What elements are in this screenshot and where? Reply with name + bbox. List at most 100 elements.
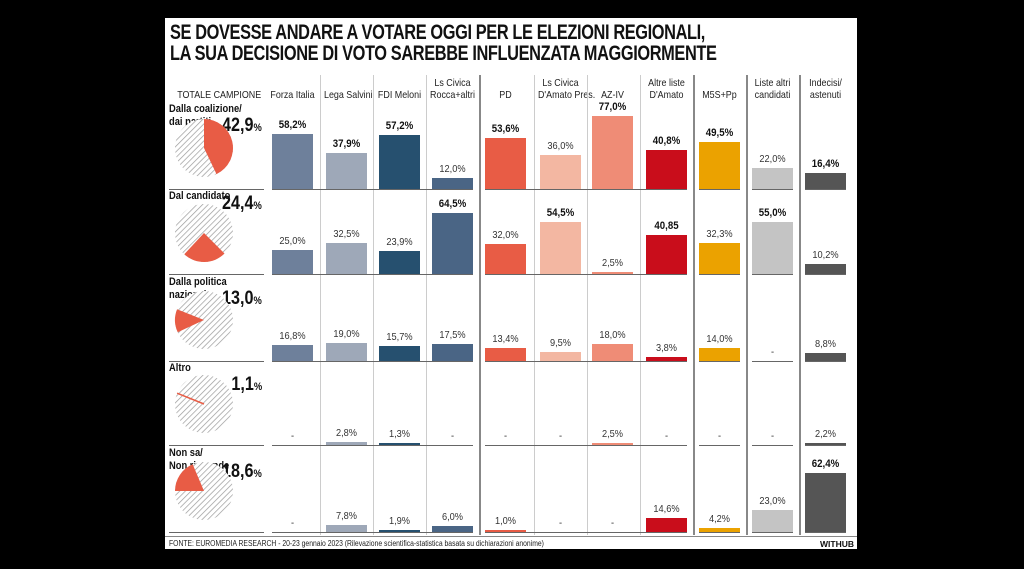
bar-label-3-4: - xyxy=(503,430,508,442)
bar-label-3-2: 1,3% xyxy=(388,428,411,440)
chart-title-line-1: SE DOVESSE ANDARE A VOTARE OGGI PER LE E… xyxy=(170,21,705,44)
bar-0-8 xyxy=(699,141,740,189)
bar-label-1-0: 25,0% xyxy=(279,235,306,248)
bar-label-2-1: 19,0% xyxy=(333,327,360,340)
bar-2-2 xyxy=(379,346,420,361)
bar-4-8 xyxy=(699,528,740,532)
row-divider xyxy=(169,445,264,446)
column-header-10: Indecisi/astenuti xyxy=(809,77,842,101)
bar-0-6 xyxy=(592,115,633,189)
bar-0-10 xyxy=(805,173,846,189)
column-header-0: Forza Italia xyxy=(270,89,315,101)
bar-4-4 xyxy=(485,530,526,532)
bar-4-1 xyxy=(326,524,367,532)
bar-label-2-2: 15,7% xyxy=(386,331,413,344)
bar-1-1 xyxy=(326,243,367,274)
bar-3-6 xyxy=(592,442,633,445)
row-total-2: 13,0% xyxy=(222,288,262,309)
group-separator xyxy=(746,75,748,535)
row-total-1: 24,4% xyxy=(222,193,262,214)
bar-2-5 xyxy=(540,351,581,361)
bar-label-4-6: - xyxy=(610,517,615,529)
column-header-4: PD xyxy=(499,89,512,101)
bar-label-1-3: 64,5% xyxy=(438,197,467,210)
column-header-5: Ls Civica D'Amato Pres. xyxy=(537,77,596,101)
baseline xyxy=(805,189,846,190)
pie-slice xyxy=(176,392,205,405)
bar-0-2 xyxy=(379,134,420,189)
column-header-2: FDI Meloni xyxy=(377,89,422,101)
baseline xyxy=(272,274,473,275)
footer-divider xyxy=(165,536,857,537)
baseline xyxy=(805,361,846,362)
pie-slice xyxy=(184,233,225,263)
bar-label-2-7: 3,8% xyxy=(655,342,678,355)
pie-chart-3 xyxy=(175,375,233,433)
bar-1-10 xyxy=(805,264,846,274)
bar-0-4 xyxy=(485,138,526,189)
baseline xyxy=(272,361,473,362)
column-header-1: Lega Salvini xyxy=(323,89,373,101)
bar-label-4-10: 62,4% xyxy=(811,457,840,470)
baseline xyxy=(485,532,687,533)
bar-label-0-4: 53,6% xyxy=(491,123,520,136)
bar-label-4-7: 14,6% xyxy=(653,503,680,516)
baseline xyxy=(699,445,740,446)
bar-label-2-3: 17,5% xyxy=(439,329,466,342)
bar-label-0-7: 40,8% xyxy=(652,135,681,148)
bar-label-3-8: - xyxy=(717,430,722,442)
bar-1-7 xyxy=(646,235,687,274)
baseline xyxy=(699,274,740,275)
group-separator xyxy=(693,75,695,535)
baseline xyxy=(485,189,687,190)
bar-1-2 xyxy=(379,251,420,274)
bar-4-10 xyxy=(805,472,846,532)
baseline xyxy=(485,445,687,446)
bar-label-3-3: - xyxy=(450,430,455,442)
bar-0-0 xyxy=(272,133,313,189)
bar-2-6 xyxy=(592,343,633,361)
column-header-3: Ls Civica Rocca+altri xyxy=(430,77,475,101)
bar-label-1-8: 32,3% xyxy=(706,228,733,241)
bar-2-0 xyxy=(272,345,313,361)
bar-1-6 xyxy=(592,271,633,274)
pie-slice xyxy=(175,464,204,491)
bar-label-3-6: 2,5% xyxy=(601,427,624,440)
bar-label-1-2: 23,9% xyxy=(386,236,413,249)
bar-2-1 xyxy=(326,342,367,361)
bar-label-0-5: 36,0% xyxy=(547,139,574,152)
bar-label-0-6: 77,0% xyxy=(598,100,627,113)
row-divider xyxy=(169,361,264,362)
column-header-8: M5S+Pp xyxy=(702,89,737,101)
row-divider xyxy=(169,189,264,190)
bar-label-0-0: 58,2% xyxy=(278,118,307,131)
baseline xyxy=(805,445,846,446)
bar-label-2-9: - xyxy=(770,346,775,358)
bar-label-4-9: 23,0% xyxy=(759,495,786,508)
group-separator xyxy=(799,75,801,535)
bar-label-2-0: 16,8% xyxy=(279,330,306,343)
bar-label-3-10: 2,2% xyxy=(814,427,837,440)
bar-3-2 xyxy=(379,443,420,445)
baseline xyxy=(752,532,793,533)
bar-4-7 xyxy=(646,518,687,532)
bar-label-2-10: 8,8% xyxy=(814,337,837,350)
bar-1-0 xyxy=(272,250,313,274)
brand-logo: WITHUB xyxy=(820,539,854,549)
pie-chart-2 xyxy=(174,291,233,349)
bar-label-0-10: 16,4% xyxy=(811,158,840,171)
bar-4-9 xyxy=(752,510,793,532)
baseline xyxy=(485,361,687,362)
bar-label-4-3: 6,0% xyxy=(441,511,464,524)
bar-label-4-8: 4,2% xyxy=(708,513,731,525)
bar-0-5 xyxy=(540,154,581,189)
bar-label-2-5: 9,5% xyxy=(549,336,572,349)
column-separator xyxy=(320,75,321,535)
bar-0-1 xyxy=(326,152,367,189)
bar-0-7 xyxy=(646,150,687,189)
baseline xyxy=(752,445,793,446)
bar-3-1 xyxy=(326,442,367,445)
pie-chart-4 xyxy=(175,462,233,520)
bar-2-8 xyxy=(699,347,740,361)
pie-slice xyxy=(174,309,204,333)
